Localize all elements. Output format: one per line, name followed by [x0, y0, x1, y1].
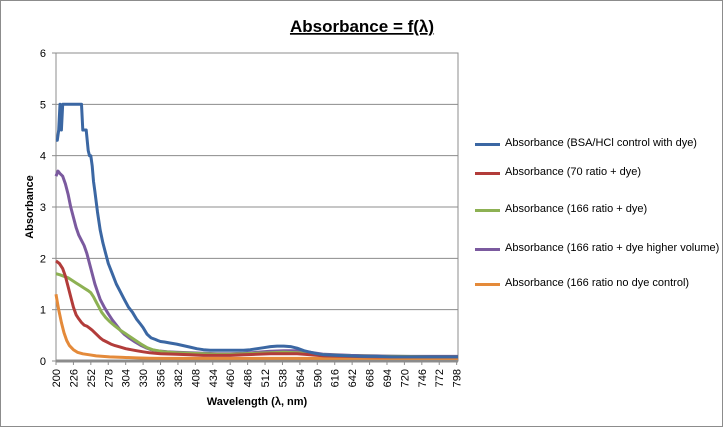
x-tick-label: 772: [434, 369, 446, 387]
legend-swatch: [475, 248, 500, 251]
x-tick-labels: 200 226 252 278 304 330 356 382 408 434 460 486 512 5…: [51, 369, 464, 387]
x-tick-label: 356: [156, 369, 168, 387]
legend-item: Absorbance (70 ratio + dye): [475, 164, 720, 181]
legend-item: Absorbance (166 ratio + dye higher volum…: [475, 240, 720, 257]
x-tick-label: 512: [260, 369, 272, 387]
chart-title: Absorbance = f(λ): [290, 17, 434, 36]
x-tick-label: 304: [121, 369, 133, 387]
y-tick-label: 4: [40, 151, 46, 163]
x-tick-label: 668: [365, 369, 377, 387]
x-tick-label: 694: [382, 369, 394, 387]
gridlines: [56, 52, 458, 311]
legend-swatch: [475, 283, 500, 286]
y-tick-label: 2: [40, 253, 46, 265]
legend-label: Absorbance (70 ratio + dye): [505, 166, 642, 178]
legend-item: Absorbance (166 ratio no dye control): [475, 275, 720, 292]
legend-swatch: [475, 209, 500, 212]
x-tick-label: 252: [86, 369, 98, 387]
y-axis-title: Absorbance: [24, 175, 36, 239]
legend-swatch: [475, 143, 500, 146]
x-tick-label: 278: [103, 369, 115, 387]
x-tick-label: 226: [68, 369, 80, 387]
axes: [52, 52, 458, 365]
legend-item: Absorbance (166 ratio + dye): [475, 201, 720, 218]
y-tick-label: 5: [40, 99, 46, 111]
y-tick-label: 0: [40, 356, 46, 368]
x-tick-label: 382: [173, 369, 185, 387]
x-tick-label: 564: [295, 369, 307, 387]
x-tick-label: 408: [190, 369, 202, 387]
x-tick-label: 590: [312, 369, 324, 387]
x-tick-label: 746: [417, 369, 429, 387]
x-tick-label: 616: [330, 369, 342, 387]
legend: Absorbance (BSA/HCl control with dye) Abs…: [475, 135, 720, 292]
y-tick-label: 1: [40, 305, 46, 317]
x-tick-label: 200: [51, 369, 63, 387]
series-line: [55, 259, 458, 359]
x-tick-label: 720: [399, 369, 411, 387]
legend-label: Absorbance (166 ratio no dye control): [505, 277, 690, 289]
series-line: [55, 102, 458, 359]
series-lines: [54, 102, 458, 360]
x-tick-label: 538: [277, 369, 289, 387]
legend-swatch: [475, 172, 500, 175]
y-tick-label: 6: [40, 48, 46, 60]
y-tick-labels: 0 1 2 3 4 5 6: [40, 48, 46, 368]
x-axis-title: Wavelength (λ, nm): [207, 396, 308, 408]
y-tick-label: 3: [40, 202, 46, 214]
legend-label: Absorbance (BSA/HCl control with dye): [505, 137, 697, 149]
series-line: [54, 294, 458, 360]
x-tick-label: 642: [347, 369, 359, 387]
x-tick-label: 460: [225, 369, 237, 387]
x-tick-label: 330: [138, 369, 150, 387]
x-tick-label: 486: [243, 369, 255, 387]
legend-label: Absorbance (166 ratio + dye higher volum…: [505, 242, 720, 254]
legend-label: Absorbance (166 ratio + dye): [505, 203, 648, 215]
series-line: [54, 169, 458, 358]
legend-item: Absorbance (BSA/HCl control with dye): [475, 135, 720, 152]
x-tick-label: 798: [452, 369, 464, 387]
x-tick-label: 434: [208, 369, 220, 387]
